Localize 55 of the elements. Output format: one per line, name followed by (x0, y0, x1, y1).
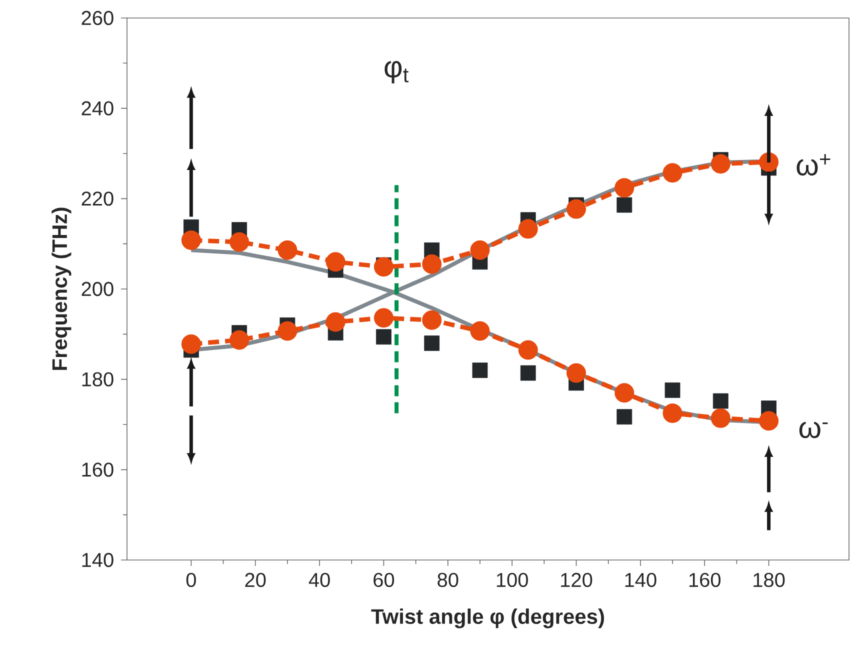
point (616, 409, 632, 425)
point (566, 199, 586, 219)
point (664, 382, 680, 398)
y-tick-label: 260 (82, 10, 114, 26)
point (422, 254, 442, 274)
point (470, 321, 490, 341)
point (422, 310, 442, 330)
point (518, 340, 538, 360)
y-tick-label: 160 (82, 462, 114, 477)
x-tick-label: 100 (496, 572, 528, 588)
annotation: φ$_{t}$ (384, 60, 409, 84)
x-tick-label: 140 (625, 572, 656, 588)
x-tick-label: 180 (754, 572, 785, 588)
y-tick-label: 140 (82, 552, 114, 568)
point (470, 240, 490, 260)
point (230, 330, 250, 350)
x-tick-label: 20 (245, 572, 266, 588)
point (326, 252, 346, 272)
point (518, 219, 538, 239)
x-tick-label: 60 (374, 572, 394, 588)
point (614, 178, 634, 198)
point (712, 393, 728, 409)
point (376, 329, 392, 345)
point (662, 403, 682, 423)
point (278, 321, 298, 341)
x-tick-label: 80 (438, 572, 458, 588)
x-tick-label: 160 (689, 572, 721, 588)
y-tick-label: 180 (82, 372, 114, 386)
point (566, 363, 586, 383)
point (614, 383, 634, 403)
point (616, 197, 632, 213)
point (278, 240, 298, 260)
point (759, 411, 779, 431)
point (374, 308, 394, 328)
point (181, 230, 201, 250)
point (662, 163, 682, 183)
y-axis-title: Frequency (THz) (52, 208, 72, 370)
x-axis-title: Twist angle φ (degrees) (371, 608, 604, 628)
point (181, 334, 201, 354)
y-tick-label: 220 (82, 192, 114, 206)
point (230, 232, 250, 252)
annotation: ω$^{+}$ (796, 154, 830, 176)
point (326, 312, 346, 332)
point (374, 257, 394, 277)
point (710, 154, 730, 174)
point (710, 408, 730, 428)
y-tick-label: 240 (82, 101, 114, 116)
point (520, 365, 536, 381)
point (424, 336, 440, 351)
x-tick-label: 0 (186, 572, 196, 588)
x-tick-label: 40 (308, 572, 330, 588)
x-tick-label: 120 (561, 572, 592, 588)
annotation: ω$^{-}$ (799, 422, 828, 438)
y-tick-label: 200 (82, 282, 114, 296)
point (472, 362, 488, 378)
